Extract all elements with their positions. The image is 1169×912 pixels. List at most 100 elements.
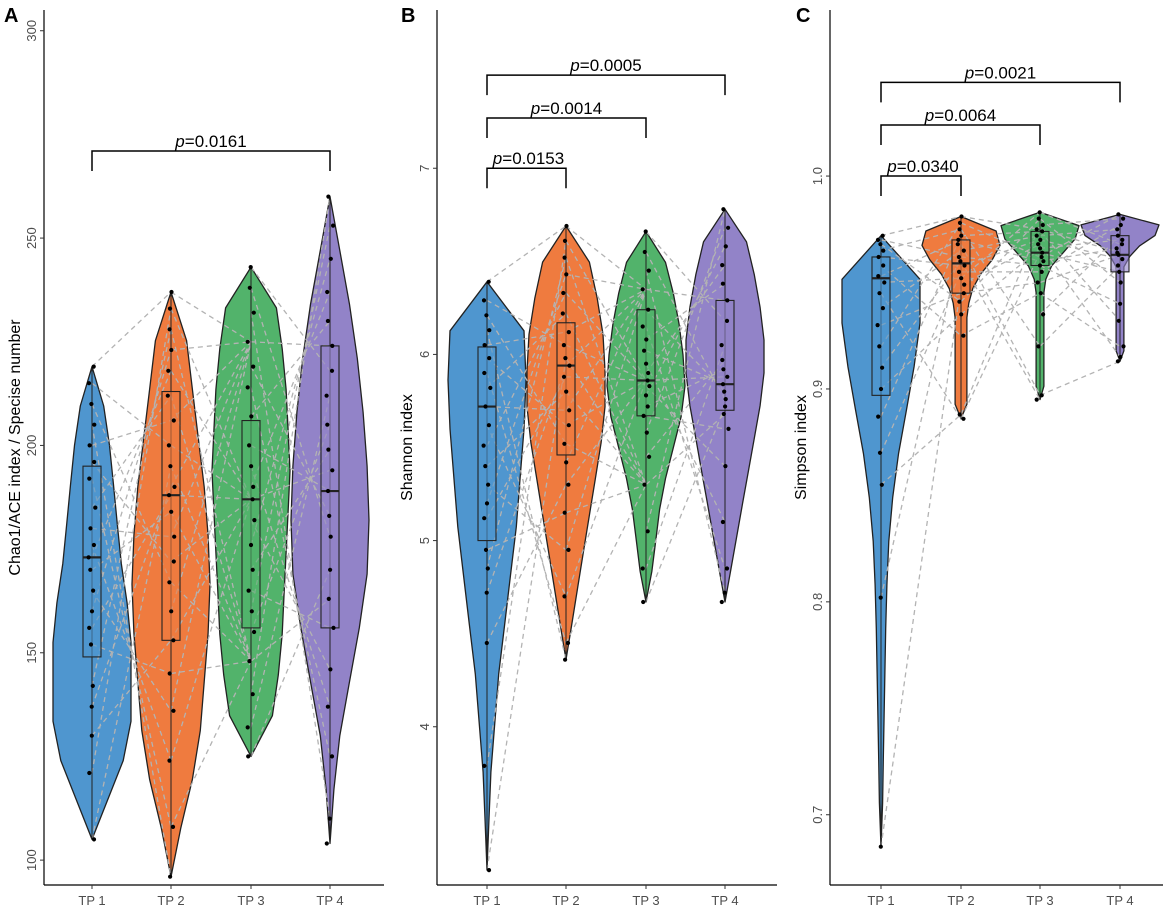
- paired-line: [645, 209, 726, 532]
- data-point: [483, 547, 489, 553]
- paired-line: [250, 266, 331, 372]
- paired-line: [645, 415, 726, 430]
- paired-line: [960, 211, 1041, 279]
- data-point: [1116, 212, 1121, 217]
- paired-line: [250, 291, 331, 488]
- significance-bracket: [880, 81, 1121, 103]
- data-point: [961, 248, 966, 253]
- paired-line: [565, 257, 647, 485]
- data-point: [325, 488, 331, 494]
- data-point: [87, 476, 92, 481]
- y-tick-label: 0.8: [810, 593, 825, 611]
- data-point: [1037, 210, 1042, 215]
- boxplots-layer: [871, 212, 1130, 847]
- paired-line: [91, 419, 172, 447]
- paired-line: [880, 239, 962, 258]
- data-point: [880, 233, 885, 238]
- data-point: [168, 464, 173, 469]
- data-point: [331, 625, 336, 631]
- paired-line: [880, 271, 962, 454]
- paired-line: [170, 341, 252, 421]
- data-point: [961, 333, 966, 338]
- p-value-label: p=0.0161: [174, 132, 246, 151]
- data-point: [88, 567, 93, 572]
- paired-line: [645, 359, 726, 458]
- data-point: [486, 423, 491, 428]
- data-point: [955, 242, 960, 247]
- y-tick-label: 0.7: [810, 806, 825, 824]
- data-point: [1034, 397, 1039, 402]
- paired-line: [250, 320, 331, 417]
- paired-line: [565, 225, 647, 290]
- data-point: [720, 357, 725, 363]
- data-point: [719, 343, 724, 348]
- data-point: [247, 285, 252, 290]
- data-point: [641, 599, 646, 605]
- paired-line: [250, 424, 331, 633]
- paired-line: [486, 331, 567, 346]
- data-point: [956, 254, 962, 260]
- data-point: [720, 263, 725, 268]
- paired-line: [170, 341, 252, 351]
- data-point: [643, 393, 649, 398]
- data-point: [87, 770, 92, 776]
- paired-line: [91, 370, 172, 558]
- data-point: [90, 683, 95, 689]
- data-point: [1038, 291, 1043, 296]
- data-point: [251, 310, 256, 315]
- data-point: [486, 279, 491, 284]
- x-tick-label: TP 4: [711, 893, 738, 907]
- data-point: [878, 242, 883, 247]
- data-point: [957, 220, 963, 225]
- data-point: [561, 343, 567, 348]
- paired-line: [170, 465, 252, 662]
- data-point: [642, 348, 647, 353]
- paired-line: [1039, 252, 1121, 273]
- data-point: [1039, 269, 1044, 274]
- p-value-label: p=0.0064: [924, 106, 996, 125]
- data-point: [721, 411, 726, 417]
- paired-line: [960, 256, 1041, 267]
- box-tp1: [477, 346, 497, 542]
- data-point: [961, 416, 966, 421]
- data-point: [1115, 263, 1121, 268]
- data-point: [482, 763, 487, 769]
- x-tick-label: TP 2: [947, 893, 974, 907]
- data-point: [484, 640, 489, 646]
- paired-lines-layer: [91, 196, 331, 877]
- paired-line: [565, 313, 647, 485]
- data-point: [563, 356, 568, 361]
- paired-line: [1039, 292, 1121, 347]
- data-point: [720, 281, 726, 286]
- data-point: [1116, 318, 1121, 323]
- box-tp2: [556, 322, 576, 456]
- data-point: [561, 374, 567, 379]
- data-point: [642, 249, 647, 255]
- data-point: [723, 404, 728, 409]
- paired-line: [565, 289, 647, 463]
- data-point: [1118, 301, 1123, 306]
- data-point: [1121, 344, 1126, 349]
- data-point: [485, 566, 490, 571]
- data-point: [719, 599, 724, 605]
- paired-line: [91, 308, 172, 774]
- p-value-label: p=0.0153: [492, 149, 564, 168]
- paired-lines-layer: [880, 211, 1121, 847]
- panel-b: B 4 5 6 7 Shannon index TP 1 TP 2 TP 3 TP 4 p=0.00…: [399, 5, 777, 908]
- data-point: [330, 343, 335, 348]
- data-point: [875, 237, 881, 242]
- data-point: [251, 484, 256, 489]
- data-point: [1116, 252, 1121, 257]
- paired-line: [880, 292, 962, 420]
- paired-line: [565, 380, 647, 486]
- significance-bracket: [486, 167, 567, 189]
- paired-line: [91, 486, 172, 707]
- paired-line: [645, 264, 726, 374]
- data-point: [87, 443, 92, 448]
- paired-line: [1039, 265, 1121, 347]
- paired-line: [486, 292, 567, 446]
- data-point: [1037, 263, 1043, 268]
- box-tp4: [715, 299, 735, 411]
- data-point: [564, 389, 569, 394]
